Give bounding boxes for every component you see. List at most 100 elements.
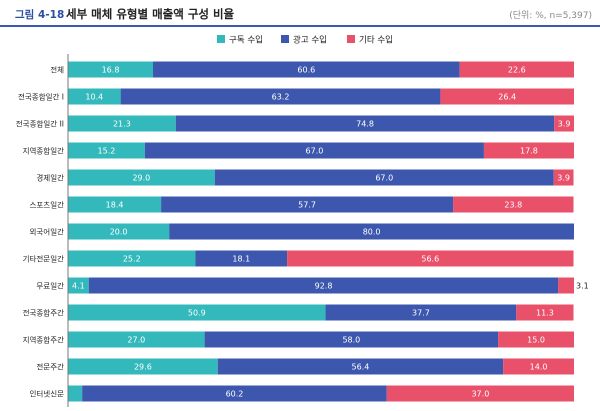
bar-segment (553, 169, 574, 186)
bar-segment (144, 142, 484, 159)
value-label: 3.9 (557, 174, 570, 183)
value-label: 15.2 (98, 147, 116, 156)
bar-segment (453, 196, 574, 213)
legend-label: 구독 수입 (229, 36, 263, 46)
value-label: 58.0 (342, 336, 360, 345)
value-label: 80.0 (363, 228, 381, 237)
chart-title: 세부 매체 유형별 매출액 구성 비율 (66, 7, 235, 21)
bar-segment (161, 196, 454, 213)
value-label: 20.0 (110, 228, 128, 237)
value-label: 23.8 (504, 201, 522, 210)
category-label: 전국종합일간 II (16, 119, 64, 129)
bar-segment (68, 88, 121, 105)
value-label: 17.8 (520, 147, 538, 156)
category-label: 외국어일간 (30, 227, 65, 237)
bar-segment (68, 385, 83, 402)
value-label: 37.7 (412, 309, 430, 318)
bar-segment (287, 250, 574, 267)
bar-segment (325, 304, 517, 321)
category-label: 전문주간 (36, 362, 64, 372)
value-label: 60.6 (297, 66, 315, 75)
value-label: 22.6 (508, 66, 526, 75)
category-label: 기타전문일간 (23, 254, 64, 264)
figure-header: 그림 4-18 세부 매체 유형별 매출액 구성 비율 (단위: %, n=5,… (0, 0, 600, 26)
value-label: 14.0 (530, 363, 548, 372)
bar-segment (498, 331, 574, 348)
bar-segment (459, 61, 574, 78)
bar-segment (195, 250, 288, 267)
bar-segment (558, 277, 574, 294)
bar-segment (68, 250, 196, 267)
category-label: 경제일간 (36, 173, 64, 183)
category-label: 전국종합일간 I (18, 92, 64, 102)
bar-segment (68, 331, 205, 348)
bar-segment (175, 115, 555, 132)
value-label: 21.3 (113, 120, 131, 129)
bar-segment (82, 385, 387, 402)
bar-segment (503, 358, 574, 375)
legend-label: 광고 수입 (293, 35, 327, 46)
bar-segment (554, 115, 574, 132)
bar-segment (68, 304, 326, 321)
value-label: 4.1 (72, 282, 85, 291)
value-label: 3.1 (576, 282, 589, 291)
value-label: 3.9 (558, 120, 571, 129)
value-label: 57.7 (298, 201, 316, 210)
bar-segment (120, 88, 441, 105)
value-label: 11.3 (536, 309, 554, 318)
bar-segment (386, 385, 574, 402)
legend-swatch (217, 35, 225, 43)
value-label: 67.0 (306, 147, 324, 156)
bar-segment (153, 61, 460, 78)
value-label: 50.9 (188, 309, 206, 318)
value-label: 26.4 (498, 93, 516, 102)
value-label: 29.0 (132, 174, 150, 183)
category-label: 스포츠일간 (30, 200, 65, 210)
bar-segment (68, 169, 215, 186)
value-label: 74.8 (356, 120, 374, 129)
category-label: 전체 (50, 65, 64, 75)
value-label: 56.6 (421, 255, 439, 264)
bar-segment (68, 196, 162, 213)
bar-segment (214, 169, 554, 186)
category-label: 지역종합일간 (23, 146, 64, 156)
unit-note: (단위: %, n=5,397) (509, 11, 592, 21)
value-label: 18.4 (106, 201, 124, 210)
figure-number: 그림 4-18 (15, 9, 65, 21)
bar-segment (68, 142, 145, 159)
bar-segment (483, 142, 574, 159)
category-label: 인터넷신문 (30, 389, 65, 399)
value-label: 25.2 (123, 255, 141, 264)
bar-segment (68, 115, 176, 132)
value-label: 10.4 (85, 93, 103, 102)
value-label: 63.2 (272, 93, 290, 102)
legend-label: 기타 수입 (359, 36, 393, 46)
bar-segment (68, 358, 218, 375)
value-label: 60.2 (226, 390, 244, 399)
bar-segment (68, 277, 89, 294)
bar-segment (68, 61, 154, 78)
value-label: 56.4 (352, 363, 370, 372)
category-label: 전국종합주간 (23, 308, 64, 318)
legend-swatch (281, 35, 289, 43)
value-label: 15.0 (527, 336, 545, 345)
bar-segment (169, 223, 574, 240)
bar-segment (68, 223, 170, 240)
category-label: 무료일간 (36, 281, 64, 291)
bar-segment (88, 277, 559, 294)
header-rule (0, 25, 600, 27)
bar-segment (516, 304, 574, 321)
value-label: 67.0 (375, 174, 393, 183)
value-label: 16.8 (102, 66, 120, 75)
category-label: 지역종합주간 (23, 335, 64, 345)
value-label: 18.1 (232, 255, 250, 264)
bar-segment (204, 331, 499, 348)
value-label: 29.6 (134, 363, 152, 372)
value-label: 27.0 (127, 336, 145, 345)
bar-segment (440, 88, 574, 105)
value-label: 92.8 (315, 282, 333, 291)
bar-segment (217, 358, 504, 375)
value-label: 37.0 (471, 390, 489, 399)
legend-swatch (347, 35, 355, 43)
